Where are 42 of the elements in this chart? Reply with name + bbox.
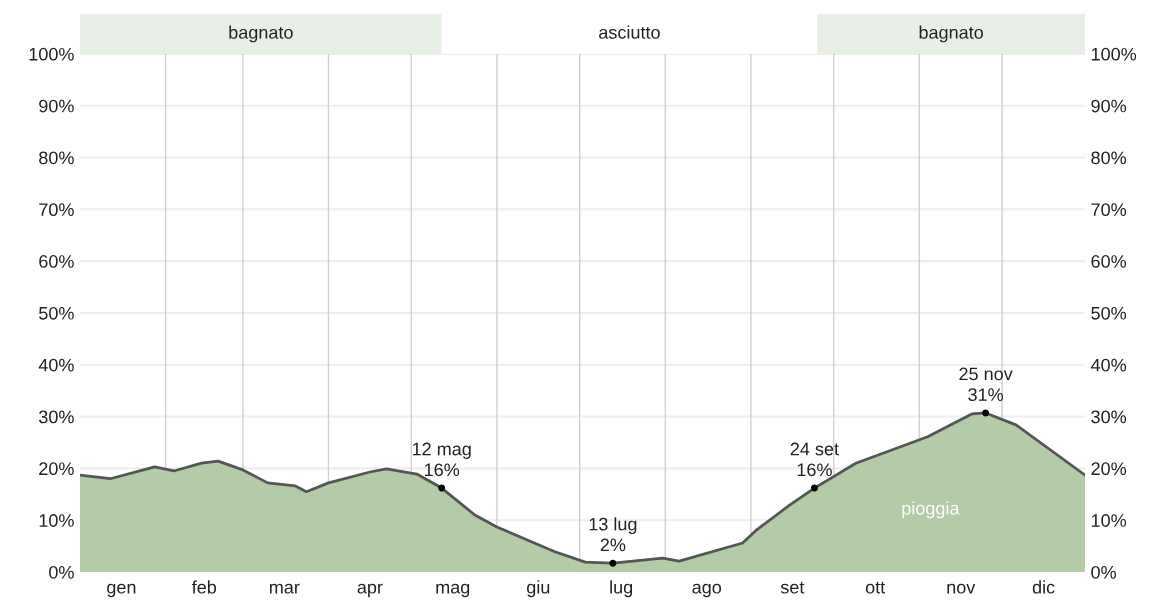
annotation: 24 set 16% (790, 442, 839, 477)
y2-tick-label: 50% (1091, 306, 1127, 320)
y-tick-label: 0% (49, 565, 74, 579)
y2-tick-label: 30% (1091, 410, 1127, 424)
y2-tick-label: 90% (1091, 99, 1127, 113)
y2-tick-label: 0% (1091, 565, 1117, 579)
y2-tick-label: 80% (1091, 151, 1127, 165)
y2-tick-label: 40% (1090, 358, 1127, 372)
y-tick-label: 100% (29, 47, 74, 61)
band-label: asciutto (599, 25, 660, 39)
y-tick-label: 50% (39, 306, 74, 320)
series-label: pioggia (902, 501, 960, 519)
y2-tick-label: 20% (1091, 462, 1127, 476)
band-label: bagnato (229, 25, 293, 43)
x-tick-label: gen (107, 583, 136, 598)
y-tick-label: 40% (38, 358, 74, 372)
x-tick-label: dic (1032, 580, 1055, 594)
x-tick-label: mar (269, 583, 300, 594)
y2-tick-label: 100% (1091, 47, 1137, 61)
y-tick-label: 70% (39, 203, 74, 217)
x-tick-label: set (780, 581, 805, 594)
x-tick-label: ott (865, 581, 886, 594)
x-tick-label: ago (692, 583, 722, 598)
y-tick-label: 60% (39, 255, 74, 268)
band-label: bagnato (919, 25, 983, 43)
x-tick-label: lug (610, 580, 633, 598)
y-tick-label: 10% (39, 514, 74, 527)
annotation: 12 mag 16% (412, 442, 471, 477)
annotation: 25 nov 31% (959, 367, 1013, 402)
y-tick-label: 90% (39, 99, 74, 113)
x-tick-label: feb (191, 580, 217, 594)
y-tick-label: 30% (39, 410, 74, 424)
x-tick-label: giu (527, 580, 550, 598)
y2-tick-label: 60% (1091, 255, 1127, 268)
y-tick-label: 80% (39, 151, 74, 165)
y2-tick-label: 10% (1091, 514, 1127, 527)
x-tick-label: mag (436, 583, 470, 598)
x-tick-label: apr (357, 583, 383, 598)
y-tick-label: 20% (39, 462, 74, 476)
annotation: 13 lug 2% (589, 517, 637, 552)
y2-tick-label: 70% (1091, 203, 1127, 217)
x-tick-label: nov (947, 583, 976, 594)
